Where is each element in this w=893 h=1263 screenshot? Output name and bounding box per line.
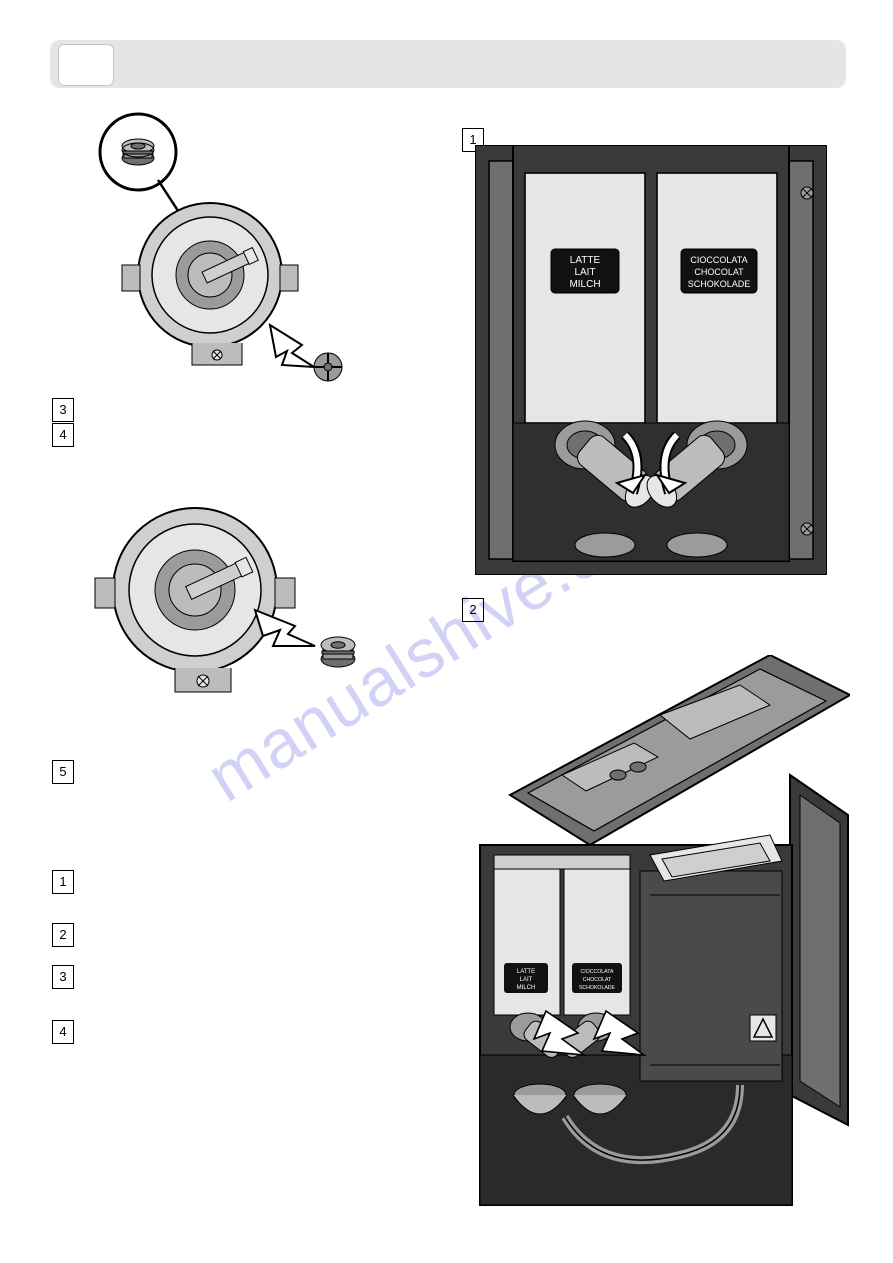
label-choc-line-1: CIOCCOLATA [690,255,747,265]
label-milk-line-2: LAIT [574,267,595,278]
figure-flange-inset [60,110,380,400]
step-marker-b3: 3 [52,965,74,989]
figure-dispenser-front: LATTE LAIT MILCH CIOCCOLATA CHOCOLAT SCH… [475,145,827,575]
step-marker-b1: 1 [52,870,74,894]
right-marker-2: 2 [462,598,484,622]
figure-flange-bushing [60,470,380,730]
mini-label-milk-2: LAIT [520,977,533,983]
step-marker-4: 4 [52,423,74,447]
figure-machine-open: LATTE LAIT MILCH CIOCCOLATA CHOCOLAT SCH… [450,655,850,1215]
mini-label-choc-3: SCHOKOLADE [579,985,616,991]
step-marker-b4: 4 [52,1020,74,1044]
header-page-box [58,44,114,86]
label-milk-line-3: MILCH [569,279,600,290]
step-marker-3: 3 [52,398,74,422]
step-marker-b2: 2 [52,923,74,947]
header-bar [50,40,846,88]
mini-label-choc-2: CHOCOLAT [583,977,612,983]
label-choc-line-3: SCHOKOLADE [688,279,751,289]
label-choc-line-2: CHOCOLAT [694,267,744,277]
mini-label-choc-1: CIOCCOLATA [581,969,614,975]
mini-label-milk-3: MILCH [517,985,536,991]
label-milk-line-1: LATTE [570,255,601,266]
mini-label-milk-1: LATTE [517,969,535,975]
step-marker-5: 5 [52,760,74,784]
